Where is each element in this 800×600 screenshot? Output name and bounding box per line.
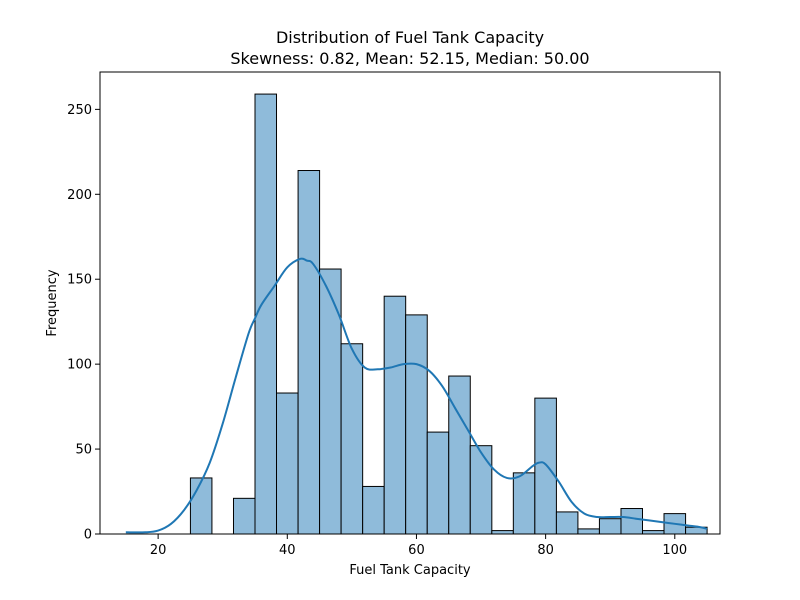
histogram-bar-21 (642, 530, 665, 535)
histogram-bar-11 (426, 431, 450, 535)
histogram-bar-7 (340, 343, 364, 535)
histogram-bars (189, 93, 708, 535)
histogram-bar-19 (598, 518, 622, 535)
histogram-bar-13 (469, 445, 493, 535)
chart-title: Distribution of Fuel Tank Capacity (276, 28, 544, 47)
histogram-bar-6 (319, 268, 342, 535)
histogram-bar-5 (297, 170, 321, 535)
histogram-bar-3 (254, 93, 278, 535)
histogram-bar-18 (577, 528, 600, 535)
histogram-bar-8 (362, 485, 385, 535)
y-tick-label-150: 150 (67, 273, 92, 288)
x-tick-label-100: 100 (662, 543, 687, 558)
histogram-bar-14 (491, 530, 514, 535)
y-axis-label: Frequency (45, 269, 60, 336)
histogram-bar-20 (620, 508, 643, 535)
histogram-bar-0 (189, 477, 213, 535)
x-tick-label-20: 20 (150, 543, 167, 558)
histogram-bar-4 (276, 392, 299, 535)
kde-curve (125, 257, 708, 534)
x-axis-ticks: 20 40 60 80 100 (150, 534, 687, 558)
histogram-bar-2 (232, 497, 256, 535)
y-tick-label-0: 0 (84, 528, 92, 543)
y-axis-ticks: 0 50 100 150 200 250 (67, 103, 100, 543)
x-axis-label: Fuel Tank Capacity (349, 563, 471, 578)
histogram-bar-9 (383, 295, 407, 535)
histogram-bar-10 (405, 314, 428, 535)
plot-frame (99, 71, 721, 535)
histogram-bar-12 (448, 375, 471, 535)
y-tick-label-100: 100 (67, 358, 92, 373)
x-tick-label-40: 40 (279, 543, 296, 558)
histogram-bar-15 (512, 472, 536, 535)
y-tick-label-200: 200 (67, 188, 92, 203)
chart-subtitle: Skewness: 0.82, Mean: 52.15, Median: 50.… (230, 49, 589, 68)
histogram-bar-17 (555, 511, 579, 535)
x-tick-label-60: 60 (408, 543, 425, 558)
y-tick-label-250: 250 (67, 103, 92, 118)
x-tick-label-80: 80 (537, 543, 554, 558)
histogram-bar-16 (534, 397, 557, 535)
y-tick-label-50: 50 (75, 443, 92, 458)
